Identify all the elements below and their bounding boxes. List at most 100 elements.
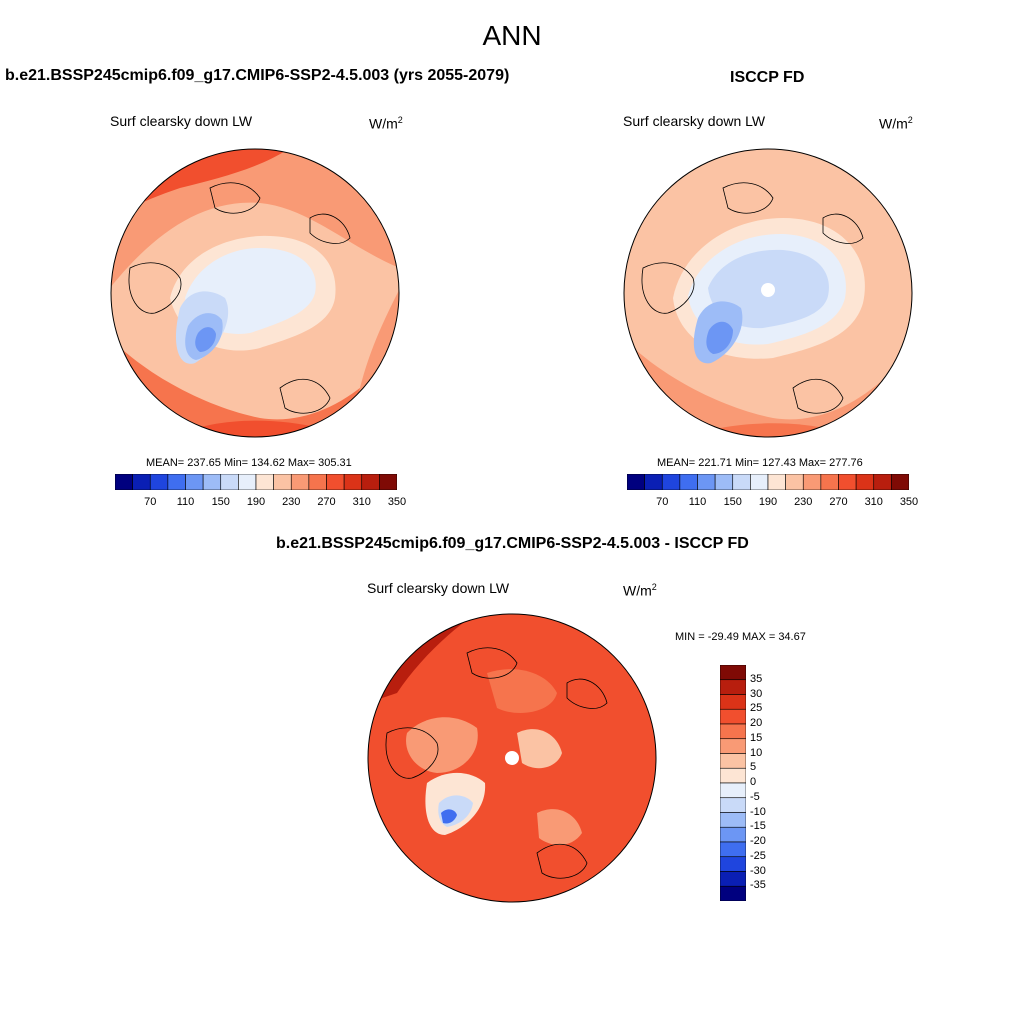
colorbar-box <box>220 474 239 490</box>
colorbar-box <box>720 694 746 710</box>
colorbar-tick-label: 230 <box>282 496 301 508</box>
colorbar-box <box>720 812 746 828</box>
colorbar-box <box>308 474 327 490</box>
panel-1-stats: MEAN= 237.65 Min= 134.62 Max= 305.31 <box>146 457 352 469</box>
colorbar-box <box>697 474 716 490</box>
colorbar-box <box>838 474 857 490</box>
colorbar-box <box>720 708 746 725</box>
colorbar-tick-label: 70 <box>656 496 669 508</box>
colorbar-box <box>115 474 133 490</box>
colorbar-tick-label: 0 <box>750 776 757 788</box>
colorbar-box <box>661 474 681 490</box>
colorbar-tick-label: 150 <box>211 496 230 508</box>
panel-3-title: b.e21.BSSP245cmip6.f09_g17.CMIP6-SSP2-4.… <box>276 535 749 552</box>
panel-3-colorbar <box>720 665 746 901</box>
colorbar-box <box>627 474 645 490</box>
colorbar-box <box>720 679 746 695</box>
colorbar-box <box>720 871 746 887</box>
colorbar-box <box>720 841 746 858</box>
colorbar-tick-label: 270 <box>829 496 848 508</box>
colorbar-tick-label: 310 <box>864 496 883 508</box>
panel-1-polar-map <box>110 148 400 438</box>
colorbar-tick-label: 70 <box>144 496 157 508</box>
colorbar-tick-label: -5 <box>750 790 760 803</box>
colorbar-box <box>767 474 786 490</box>
colorbar-box <box>720 738 746 754</box>
panel-3-unit-label: W/m2 <box>623 582 657 599</box>
colorbar-box <box>720 665 746 681</box>
panel-2-polar-hole <box>761 283 775 297</box>
panel-1-colorbar-ticks: 70 110 150 190 230 270 310 350 <box>115 496 406 510</box>
colorbar-tick-label: 350 <box>899 496 919 508</box>
colorbar-tick-label: 25 <box>750 702 763 715</box>
colorbar-box <box>238 474 257 490</box>
panel-1-unit-label: W/m2 <box>369 115 403 132</box>
colorbar-box <box>714 474 734 490</box>
colorbar-box <box>820 474 839 490</box>
colorbar-box <box>343 474 363 490</box>
page-title: ANN <box>482 20 542 51</box>
colorbar-box <box>149 474 169 490</box>
panel-3-variable-label: Surf clearsky down LW <box>367 580 510 596</box>
colorbar-box <box>720 826 746 843</box>
colorbar-box <box>326 474 345 490</box>
colorbar-tick-label: 150 <box>723 496 742 508</box>
colorbar-tick-label: -10 <box>750 805 766 818</box>
colorbar-tick-label: 5 <box>750 761 757 774</box>
colorbar-box <box>855 474 875 490</box>
panel-3-polar-map <box>367 613 657 903</box>
colorbar-box <box>379 474 397 490</box>
panel-2-polar-map <box>623 148 913 438</box>
panel-1-variable-label: Surf clearsky down LW <box>110 113 253 129</box>
colorbar-box <box>644 474 663 490</box>
colorbar-box <box>891 474 909 490</box>
panel-2-unit-label: W/m2 <box>879 115 913 132</box>
panel-1-south-band <box>111 338 399 437</box>
colorbar-tick-label: 30 <box>750 687 763 700</box>
colorbar-box <box>185 474 204 490</box>
colorbar-tick-label: -25 <box>750 849 766 862</box>
colorbar-box <box>167 474 186 490</box>
colorbar-tick-label: 190 <box>758 496 778 508</box>
colorbar-box <box>679 474 698 490</box>
colorbar-box <box>802 474 822 490</box>
colorbar-box <box>132 474 151 490</box>
colorbar-tick-label: 110 <box>176 496 195 508</box>
colorbar-box <box>732 474 751 490</box>
colorbar-tick-label: 190 <box>246 496 266 508</box>
colorbar-box <box>720 885 746 901</box>
colorbar-box <box>720 782 746 799</box>
colorbar-tick-label: 35 <box>750 672 763 685</box>
colorbar-box <box>720 723 746 740</box>
panel-1-coastlines <box>128 182 351 414</box>
colorbar-tick-label: -15 <box>750 820 766 833</box>
colorbar-tick-label: 15 <box>750 731 763 744</box>
panel-3-polar-hole <box>505 751 519 765</box>
colorbar-tick-label: -30 <box>750 864 766 877</box>
colorbar-tick-label: -20 <box>750 835 766 847</box>
colorbar-box <box>720 856 746 872</box>
colorbar-tick-label: 310 <box>352 496 371 508</box>
colorbar-tick-label: 20 <box>750 717 763 729</box>
panel-1-title: b.e21.BSSP245cmip6.f09_g17.CMIP6-SSP2-4.… <box>5 67 510 84</box>
colorbar-box <box>750 474 769 490</box>
panel-1-colorbar <box>115 474 397 490</box>
panel-3-colorbar-ticks: 35 30 25 20 15 10 5 0 -5 -10 -15 -20 -25 -30 -35 <box>750 665 790 901</box>
panel-2-title: ISCCP FD <box>730 69 805 86</box>
panel-1-greenland-core <box>195 327 216 352</box>
colorbar-box <box>720 753 746 769</box>
colorbar-tick-label: -35 <box>750 879 766 892</box>
panel-2-colorbar-ticks: 70 110 150 190 230 270 310 350 <box>627 496 918 510</box>
colorbar-box <box>255 474 274 490</box>
colorbar-box <box>720 797 746 813</box>
colorbar-tick-label: 110 <box>688 496 707 508</box>
colorbar-tick-label: 10 <box>750 746 763 759</box>
panel-3-stats: MIN = -29.49 MAX = 34.67 <box>675 631 806 643</box>
colorbar-tick-label: 270 <box>317 496 336 508</box>
panel-2-stats: MEAN= 221.71 Min= 127.43 Max= 277.76 <box>657 457 863 469</box>
colorbar-box <box>273 474 292 490</box>
colorbar-box <box>290 474 310 490</box>
panel-2-variable-label: Surf clearsky down LW <box>623 113 766 129</box>
colorbar-tick-label: 230 <box>794 496 813 508</box>
colorbar-box <box>785 474 804 490</box>
